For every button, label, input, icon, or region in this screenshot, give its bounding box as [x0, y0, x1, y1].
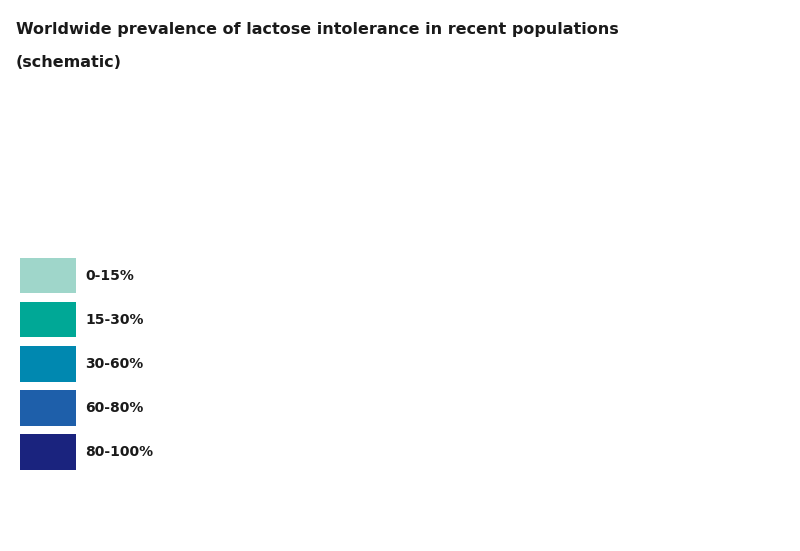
- Text: (schematic): (schematic): [16, 55, 122, 70]
- Text: 60-80%: 60-80%: [86, 401, 144, 415]
- Text: 30-60%: 30-60%: [86, 356, 144, 371]
- Text: 15-30%: 15-30%: [86, 312, 144, 327]
- Text: 0-15%: 0-15%: [86, 268, 134, 283]
- Text: 80-100%: 80-100%: [86, 445, 154, 459]
- Text: Worldwide prevalence of lactose intolerance in recent populations: Worldwide prevalence of lactose intolera…: [16, 22, 618, 37]
